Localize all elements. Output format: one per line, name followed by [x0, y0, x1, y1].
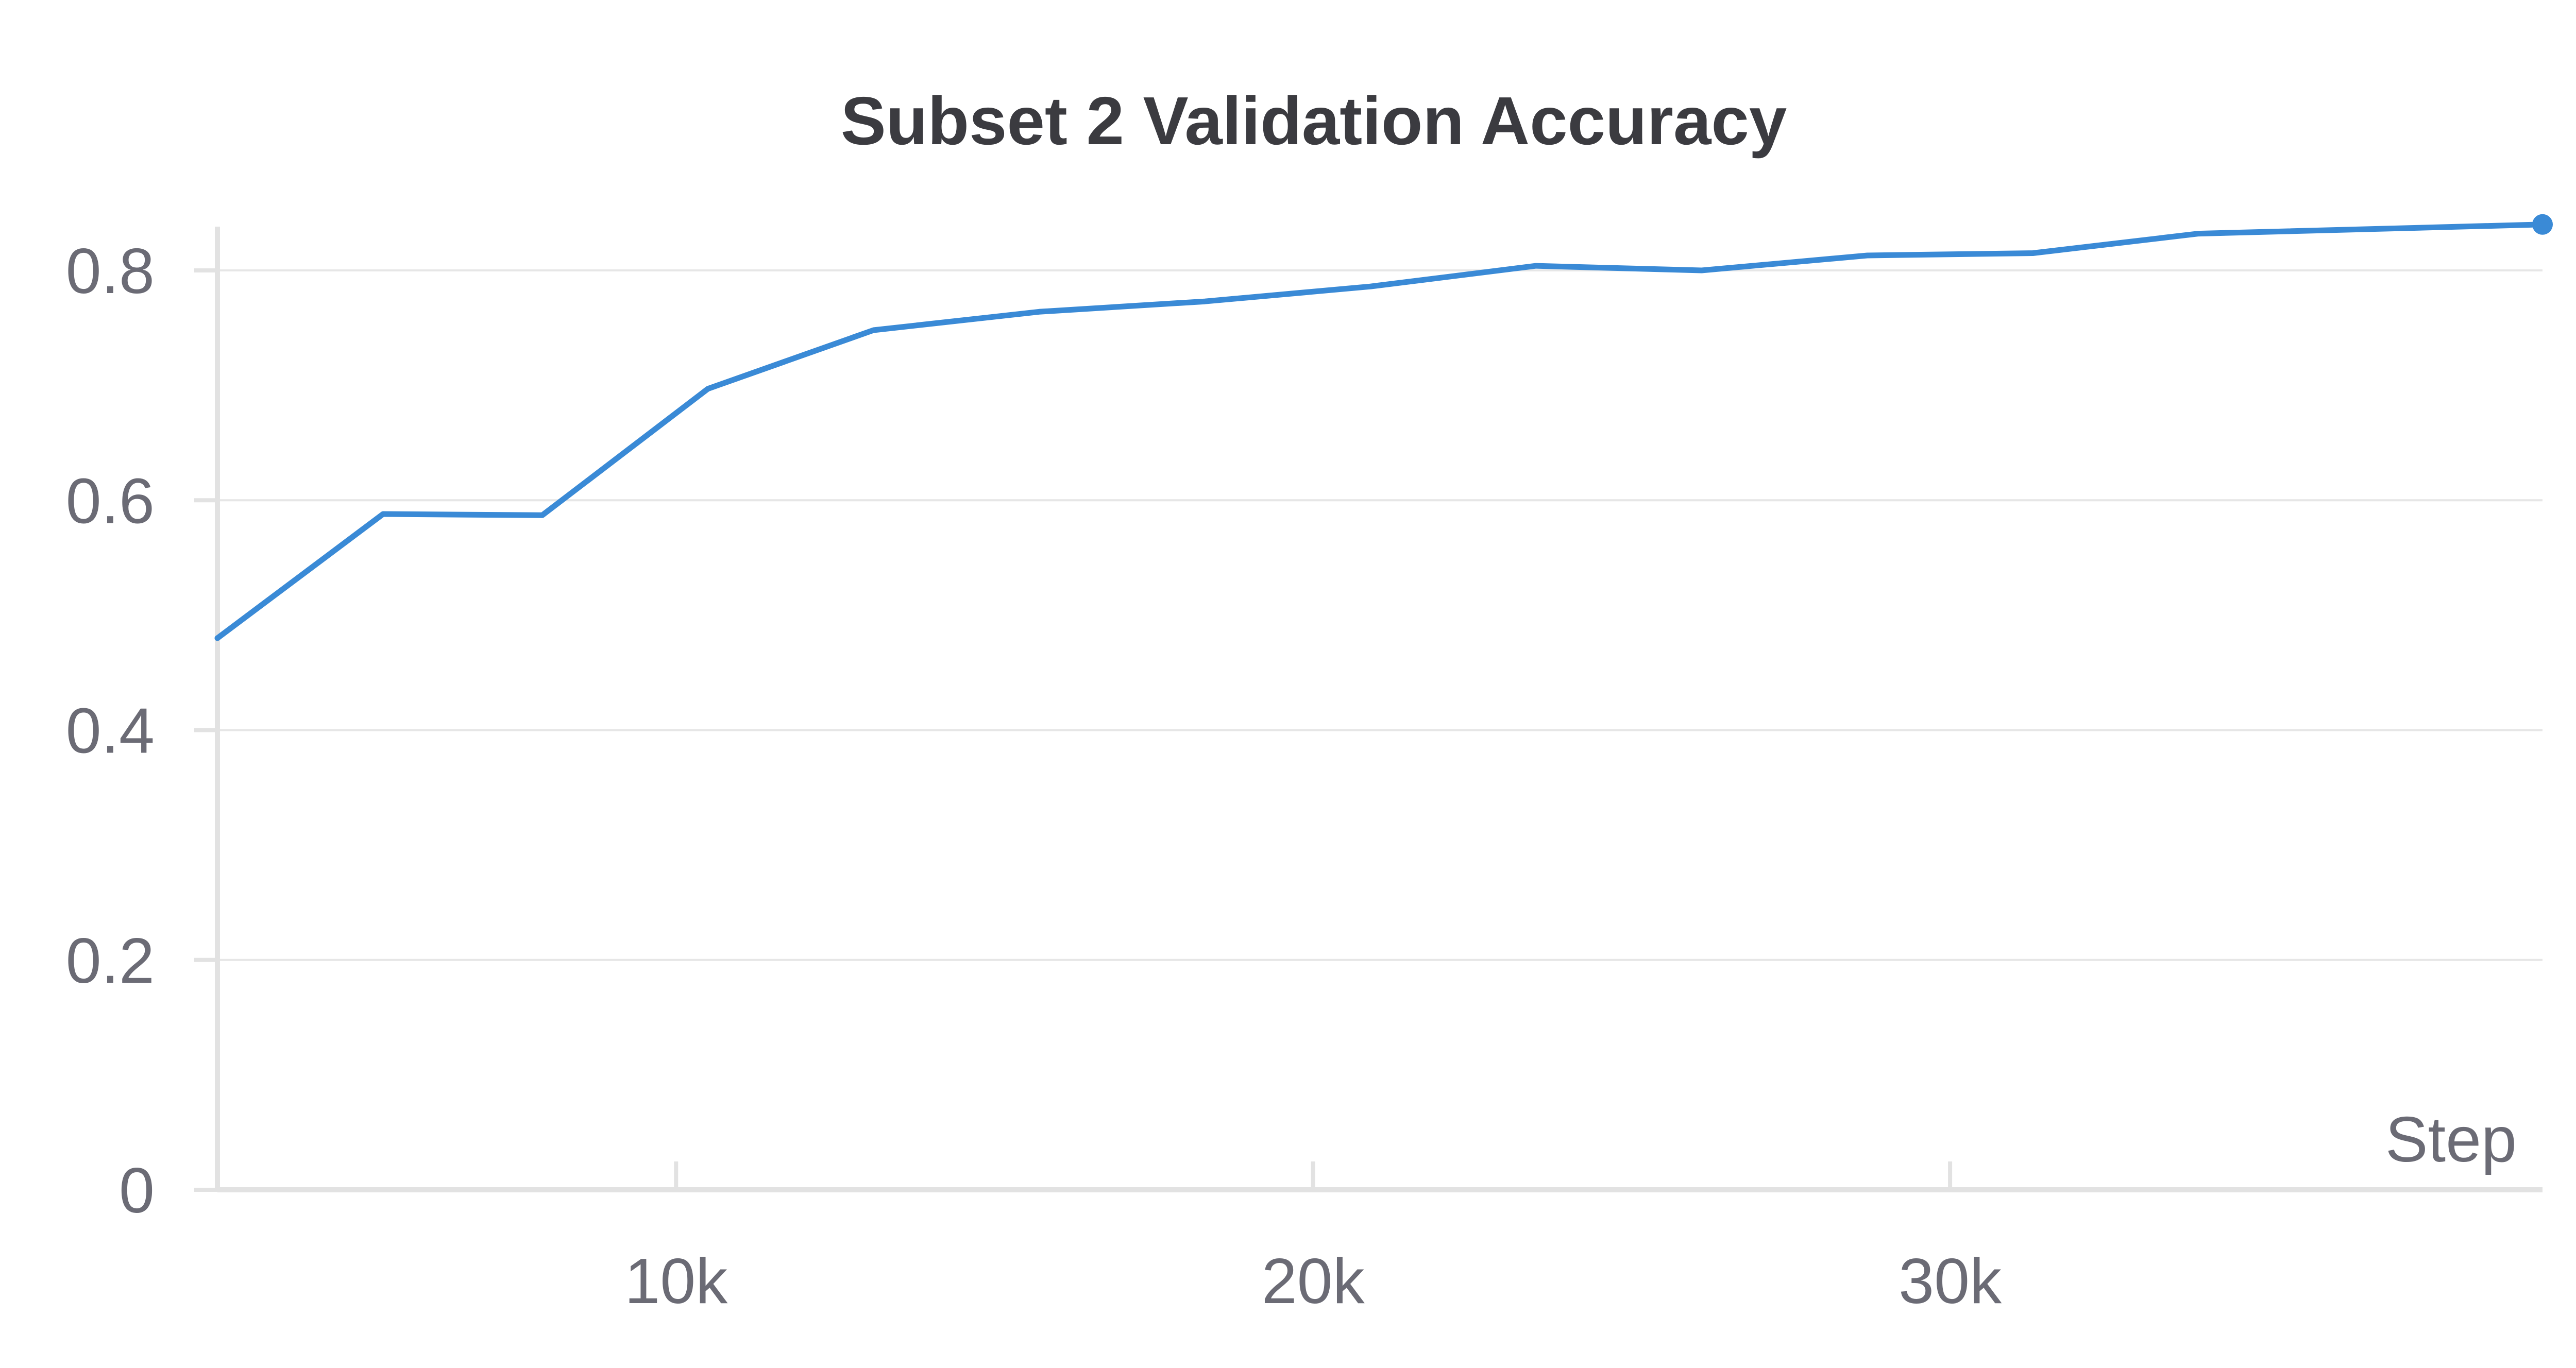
series-end-point[interactable]: [2532, 214, 2553, 235]
series-line: [214, 221, 2546, 641]
x-tick-label: 10k: [624, 1246, 728, 1317]
x-axis-label: Step: [2385, 1104, 2517, 1175]
grid-lines: [217, 269, 2543, 961]
x-tick-label: 20k: [1262, 1246, 1365, 1317]
chart-title: Subset 2 Validation Accuracy: [841, 83, 1787, 159]
x-tick-label: 30k: [1899, 1246, 2002, 1317]
y-tick-label: 0.4: [66, 696, 155, 767]
series-layer: [214, 214, 2553, 641]
y-tick-label: 0.8: [66, 236, 155, 307]
y-tick-label: 0.2: [66, 926, 155, 997]
ticks: 0 0.2 0.4 0.6 0.8 10k 20k 30k: [66, 236, 2002, 1317]
axes: [215, 227, 2543, 1192]
y-tick-label: 0.6: [66, 466, 155, 537]
y-tick-label: 0: [119, 1155, 155, 1226]
